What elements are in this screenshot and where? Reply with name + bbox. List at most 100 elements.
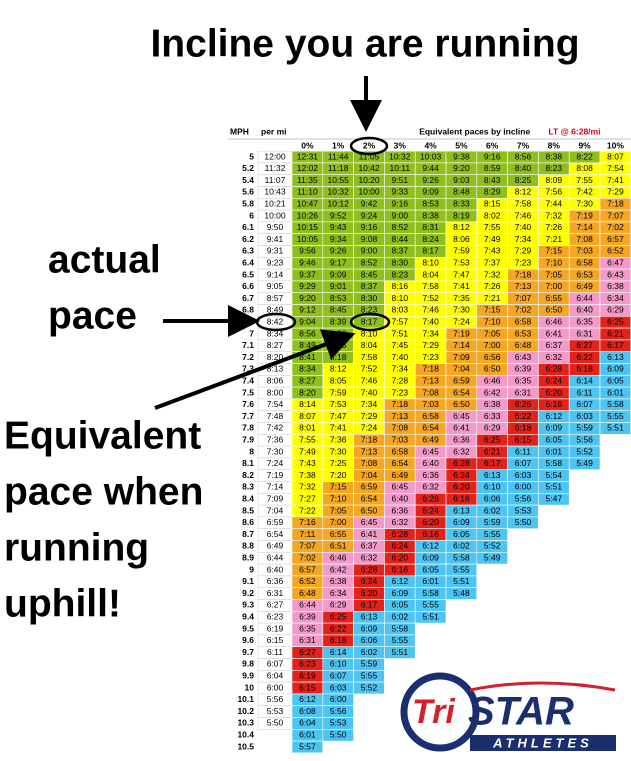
pace: 6:28: [453, 458, 470, 468]
pace: 7:58: [515, 198, 532, 208]
pace: 7:14: [576, 222, 593, 232]
pace: 5:53: [330, 718, 347, 728]
incline-annotation: Incline you are running: [150, 22, 579, 65]
equivalent-annotation: pace when: [4, 470, 203, 513]
mph: 5.8: [242, 198, 254, 208]
pace: 5:47: [546, 493, 563, 503]
equivalent-annotation: running: [4, 526, 149, 569]
pace: 8:30: [361, 293, 378, 303]
pace: 5:51: [546, 482, 563, 492]
pace: 5:55: [422, 600, 439, 610]
pace: 6:10: [484, 482, 501, 492]
mph: 9: [249, 564, 254, 574]
pace: 9:52: [330, 210, 347, 220]
pace: 7:14: [453, 340, 470, 350]
pace: 6:13: [607, 352, 624, 362]
pace: 7:08: [576, 234, 593, 244]
mph: 7: [249, 328, 254, 338]
mph: 8.6: [242, 517, 254, 527]
pace: 6:17: [484, 458, 501, 468]
pace: 7:29: [361, 411, 378, 421]
mph: 7.4: [242, 375, 254, 385]
pace: 5:59: [576, 423, 593, 433]
mph: 6.5: [242, 269, 254, 279]
mph: 9.5: [242, 623, 254, 633]
pace: 6:50: [361, 505, 378, 515]
header: Equivalent paces by incline: [419, 126, 530, 136]
mph: 5: [249, 151, 254, 161]
pace: 6:16: [392, 564, 409, 574]
pace: 7:34: [361, 399, 378, 409]
mph: 10.5: [237, 741, 254, 751]
pace: 5:50: [330, 729, 347, 739]
pace: 9:04: [299, 316, 316, 326]
pace: 6:50: [546, 305, 563, 315]
pace: 6:48: [299, 588, 316, 598]
pace: 7:36: [330, 434, 347, 444]
pace: 8:37: [392, 246, 409, 256]
pace: 6:26: [515, 399, 532, 409]
pace: 8:23: [546, 163, 563, 173]
pace: 7:18: [607, 198, 624, 208]
pace: 6:54: [422, 423, 439, 433]
pace-cell: [353, 681, 385, 695]
mph: 5.2: [242, 163, 254, 173]
pace: 6:31: [576, 328, 593, 338]
pace: 6:32: [392, 517, 409, 527]
pace: 6:53: [576, 269, 593, 279]
pace: 7:19: [576, 210, 593, 220]
pace: 9:09: [422, 187, 439, 197]
pace: 6:41: [453, 423, 470, 433]
pace: 8:45: [330, 305, 347, 315]
logo-swoosh: [469, 681, 616, 692]
pace: 6:24: [422, 505, 439, 515]
pace-cell: [414, 610, 447, 624]
per-mile: 9:05: [267, 281, 284, 291]
pace: 6:36: [453, 434, 470, 444]
pace: 9:26: [330, 246, 347, 256]
pace: 7:34: [392, 364, 409, 374]
pace: 7:52: [422, 293, 439, 303]
pace: 5:48: [453, 588, 470, 598]
pace: 8:07: [299, 411, 316, 421]
pace: 11:10: [297, 187, 318, 197]
pace: 8:16: [392, 281, 409, 291]
pace: 7:47: [330, 411, 347, 421]
mph: 8.7: [242, 529, 254, 539]
pace: 8:44: [392, 234, 409, 244]
pace: 9:01: [330, 281, 347, 291]
pace: 5:55: [453, 564, 470, 574]
pace: 7:23: [515, 257, 532, 267]
pace: 8:52: [392, 222, 409, 232]
pace: 6:45: [361, 517, 378, 527]
pace: 10:47: [297, 198, 319, 208]
pace: 6:18: [330, 635, 347, 645]
per-mile: 6:19: [267, 623, 284, 633]
pace: 7:02: [607, 222, 624, 232]
pace: 6:37: [546, 340, 563, 350]
pace: 8:03: [392, 305, 409, 315]
pace: 6:09: [361, 623, 378, 633]
pace: 6:49: [576, 281, 593, 291]
pace: 8:38: [422, 210, 439, 220]
pace: 7:55: [576, 175, 593, 185]
pace: 8:27: [299, 375, 316, 385]
pace: 7:08: [422, 387, 439, 397]
pace: 6:12: [299, 694, 316, 704]
mph: 8: [249, 446, 254, 456]
pace: 6:24: [361, 576, 378, 586]
pace: 6:19: [299, 670, 316, 680]
pace: 6:58: [422, 411, 439, 421]
pace: 6:32: [453, 446, 470, 456]
pace: 7:46: [422, 305, 439, 315]
mph: 9.4: [242, 611, 254, 621]
per-mile: 12:00: [264, 151, 286, 161]
pace: 7:02: [515, 305, 532, 315]
pace: 6:05: [546, 434, 563, 444]
pace: 9:20: [299, 293, 316, 303]
pace: 6:12: [422, 541, 439, 551]
pace: 7:22: [299, 505, 316, 515]
pace: 7:41: [453, 281, 470, 291]
pace: 8:39: [330, 316, 347, 326]
pace: 7:34: [422, 328, 439, 338]
